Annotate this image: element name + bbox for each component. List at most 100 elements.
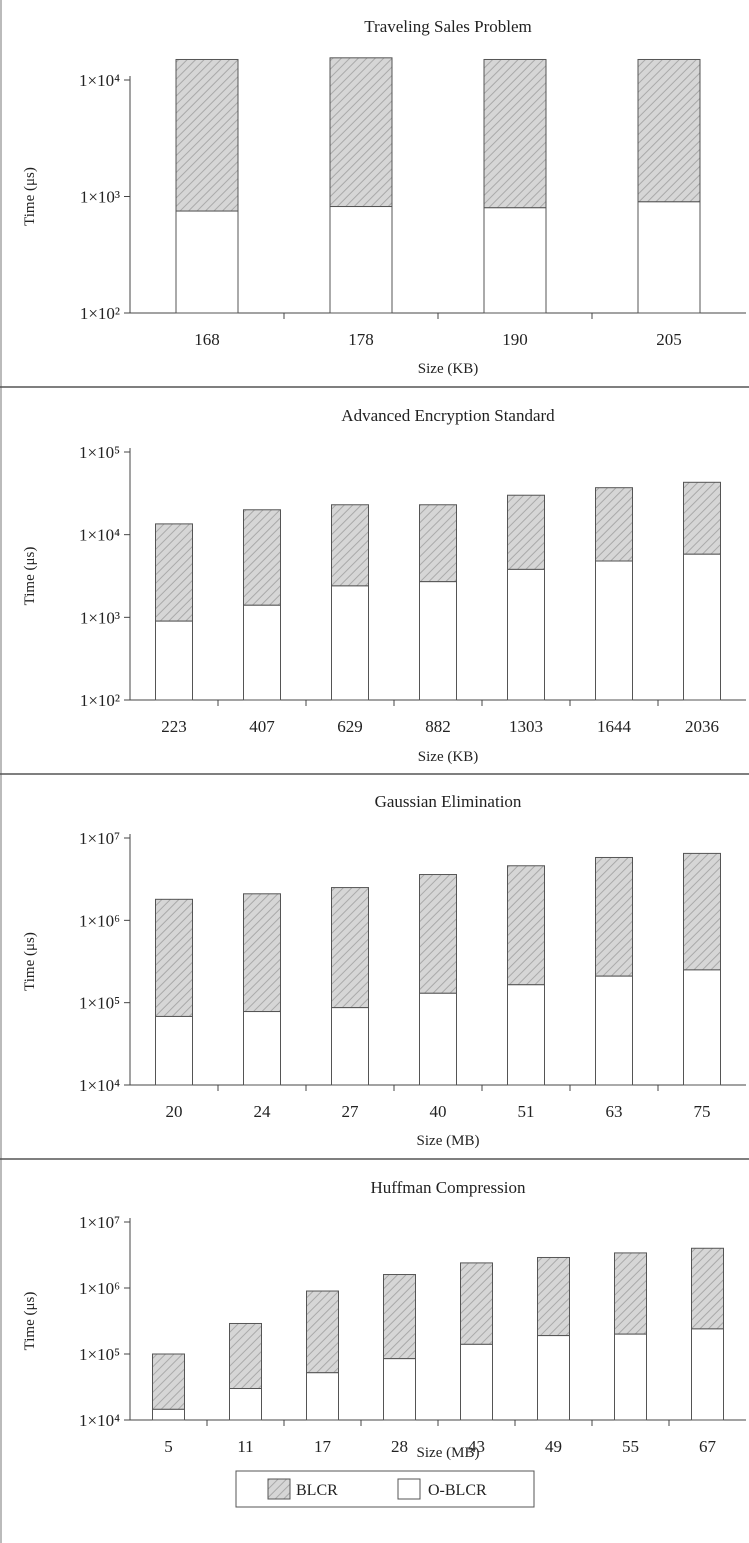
bar-oblcr <box>155 620 193 701</box>
bar-oblcr <box>614 1333 647 1421</box>
bar-oblcr <box>507 568 545 701</box>
x-axis-title: Size (MB) <box>417 1133 480 1149</box>
bar-oblcr <box>329 206 393 314</box>
bar-oblcr <box>229 1388 262 1421</box>
bar-blcr <box>637 58 701 203</box>
bar-blcr <box>383 1274 416 1360</box>
bar-blcr <box>155 898 193 1017</box>
x-tick-label: 1303 <box>509 717 543 736</box>
y-tick-label: 1×10³ <box>80 188 120 207</box>
bar-blcr <box>483 58 547 209</box>
x-tick-label: 24 <box>254 1102 272 1121</box>
x-tick-label: 40 <box>430 1102 447 1121</box>
x-tick-label: 407 <box>249 717 275 736</box>
bar-oblcr <box>507 984 545 1086</box>
bar-blcr <box>683 852 721 971</box>
x-tick-label: 63 <box>606 1102 623 1121</box>
x-tick-label: 17 <box>314 1437 332 1456</box>
x-tick-label: 1644 <box>597 717 632 736</box>
bar-blcr <box>243 893 281 1013</box>
bar-oblcr <box>691 1328 724 1421</box>
y-tick-label: 1×10⁵ <box>79 443 120 462</box>
bar-blcr <box>331 504 369 587</box>
y-tick-label: 1×10³ <box>80 608 120 627</box>
y-axis-title: Time (μs) <box>22 547 38 606</box>
y-tick-label: 1×10⁴ <box>79 71 120 90</box>
x-tick-label: 2036 <box>685 717 719 736</box>
bar-oblcr <box>331 585 369 701</box>
x-axis-title: Size (KB) <box>418 361 478 377</box>
bar-oblcr <box>460 1343 493 1421</box>
x-tick-label: 168 <box>194 330 220 349</box>
y-axis-title: Time (μs) <box>22 1292 38 1351</box>
bar-blcr <box>614 1252 647 1335</box>
x-tick-label: 27 <box>342 1102 360 1121</box>
legend: BLCR O-BLCR <box>235 1470 535 1508</box>
bar-oblcr <box>155 1015 193 1086</box>
bar-oblcr <box>683 553 721 701</box>
x-tick-label: 190 <box>502 330 528 349</box>
x-tick-label: 49 <box>545 1437 562 1456</box>
bar-blcr <box>331 887 369 1009</box>
chart-panel: Huffman Compression Time (μs) 1×10⁴ 1×10⁵ 1×… <box>22 1178 746 1461</box>
chart-panel: Traveling Sales Problem Time (μs) 1×10² 1×1… <box>0 17 749 388</box>
x-tick-label: 20 <box>166 1102 183 1121</box>
bar-blcr <box>595 856 633 977</box>
bar-blcr <box>155 523 193 622</box>
chart-panel: Gaussian Elimination Time (μs) 1×10⁴ 1×10⁵ 1… <box>0 792 749 1160</box>
x-tick-label: 43 <box>468 1437 485 1456</box>
bar-oblcr <box>683 969 721 1086</box>
x-tick-label: 28 <box>391 1437 408 1456</box>
chart-panel: Advanced Encryption Standard Time (μs) 1×1… <box>0 406 749 775</box>
x-tick-label: 67 <box>699 1437 717 1456</box>
x-tick-label: 75 <box>694 1102 711 1121</box>
x-tick-label: 205 <box>656 330 682 349</box>
chart-title: Traveling Sales Problem <box>364 17 531 36</box>
legend-swatch-blcr <box>267 1478 291 1500</box>
bar-blcr <box>419 874 457 994</box>
x-axis-title: Size (KB) <box>418 749 478 765</box>
bar-blcr <box>507 865 545 986</box>
chart-title: Advanced Encryption Standard <box>341 406 555 425</box>
bar-blcr <box>460 1262 493 1345</box>
bar-blcr <box>229 1322 262 1390</box>
chart-title: Gaussian Elimination <box>375 792 522 811</box>
bar-blcr <box>507 494 545 570</box>
bar-oblcr <box>243 604 281 701</box>
bar-oblcr <box>152 1408 185 1421</box>
x-tick-label: 51 <box>518 1102 535 1121</box>
y-axis-title: Time (μs) <box>22 167 38 226</box>
y-tick-label: 1×10⁴ <box>79 1076 120 1095</box>
y-tick-label: 1×10⁴ <box>79 1411 120 1430</box>
bar-blcr <box>243 509 281 606</box>
legend-label-blcr: BLCR <box>296 1482 338 1499</box>
bar-blcr <box>329 57 393 208</box>
bar-blcr <box>175 58 239 212</box>
bar-blcr <box>152 1353 185 1410</box>
bar-blcr <box>595 487 633 562</box>
bar-oblcr <box>306 1372 339 1421</box>
x-tick-label: 11 <box>237 1437 253 1456</box>
bar-oblcr <box>419 581 457 701</box>
x-tick-label: 629 <box>337 717 363 736</box>
y-tick-label: 1×10⁷ <box>79 1213 120 1232</box>
bar-blcr <box>537 1256 570 1337</box>
y-tick-label: 1×10⁶ <box>79 1279 120 1298</box>
bar-oblcr <box>383 1358 416 1421</box>
y-tick-label: 1×10⁷ <box>79 829 120 848</box>
y-axis-title: Time (μs) <box>22 932 38 991</box>
chart-panels: Traveling Sales Problem Time (μs) 1×10² 1×1… <box>0 17 749 1461</box>
bar-blcr <box>683 481 721 555</box>
bar-oblcr <box>595 975 633 1086</box>
bar-oblcr <box>419 992 457 1086</box>
bar-oblcr <box>637 201 701 314</box>
x-tick-label: 178 <box>348 330 374 349</box>
x-tick-label: 223 <box>161 717 187 736</box>
x-tick-label: 55 <box>622 1437 639 1456</box>
legend-swatch-oblcr <box>397 1478 421 1500</box>
x-tick-label: 5 <box>164 1437 173 1456</box>
bar-oblcr <box>595 560 633 701</box>
bar-blcr <box>306 1290 339 1374</box>
y-tick-label: 1×10² <box>80 691 120 710</box>
